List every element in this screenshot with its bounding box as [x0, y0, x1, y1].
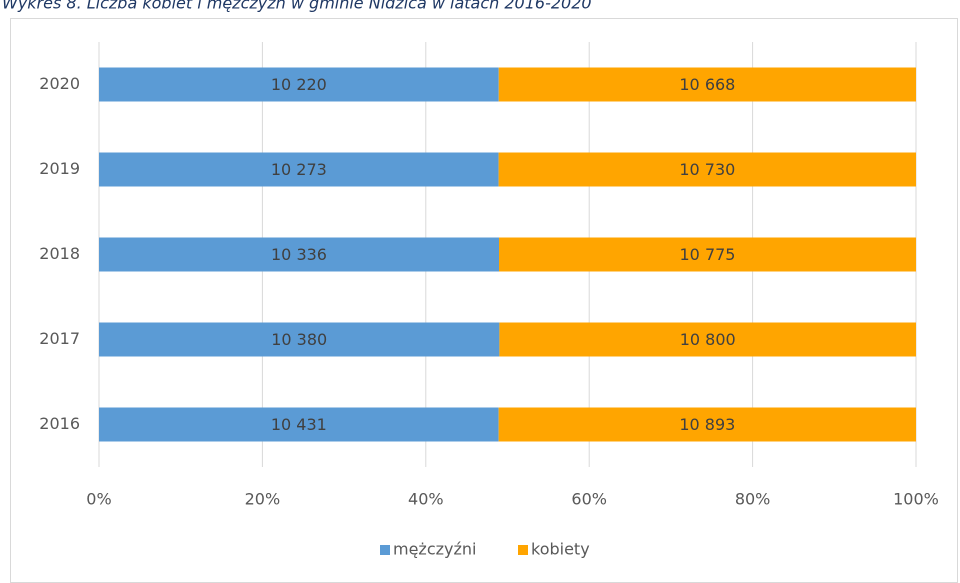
x-tick-label: 40% — [408, 490, 444, 509]
bar-segment — [99, 322, 500, 357]
y-tick-label: 2019 — [39, 159, 80, 178]
y-tick-label: 2017 — [39, 329, 80, 348]
bar-segment — [99, 237, 500, 272]
legend-label: mężczyźni — [393, 540, 476, 559]
value-label: 10 431 — [271, 415, 327, 434]
value-label: 10 800 — [680, 330, 736, 349]
bar-segment — [99, 67, 499, 102]
value-label: 10 380 — [271, 330, 327, 349]
chart-title: Wykres 8. Liczba kobiet i mężczyzn w gmi… — [2, 0, 592, 13]
bar-segment — [99, 152, 499, 187]
y-tick-label: 2018 — [39, 244, 80, 263]
y-tick-label: 2020 — [39, 74, 80, 93]
x-tick-label: 20% — [245, 490, 281, 509]
y-tick-label: 2016 — [39, 414, 80, 433]
bar-segment — [498, 67, 916, 102]
legend-swatch — [380, 545, 390, 555]
value-label: 10 336 — [271, 245, 327, 264]
bar-segment — [498, 152, 916, 187]
legend-label: kobiety — [531, 540, 590, 559]
x-tick-label: 60% — [571, 490, 607, 509]
bar-segment — [498, 407, 916, 442]
value-label: 10 893 — [679, 415, 735, 434]
value-label: 10 730 — [679, 160, 735, 179]
bar-segment — [499, 237, 916, 272]
value-label: 10 220 — [271, 75, 327, 94]
value-label: 10 668 — [679, 75, 735, 94]
bar-segment — [499, 322, 916, 357]
legend-swatch — [518, 545, 528, 555]
x-tick-label: 0% — [86, 490, 111, 509]
value-label: 10 775 — [680, 245, 736, 264]
x-tick-label: 80% — [735, 490, 771, 509]
value-label: 10 273 — [271, 160, 327, 179]
chart-frame — [10, 18, 958, 583]
bar-segment — [99, 407, 499, 442]
x-tick-label: 100% — [893, 490, 939, 509]
